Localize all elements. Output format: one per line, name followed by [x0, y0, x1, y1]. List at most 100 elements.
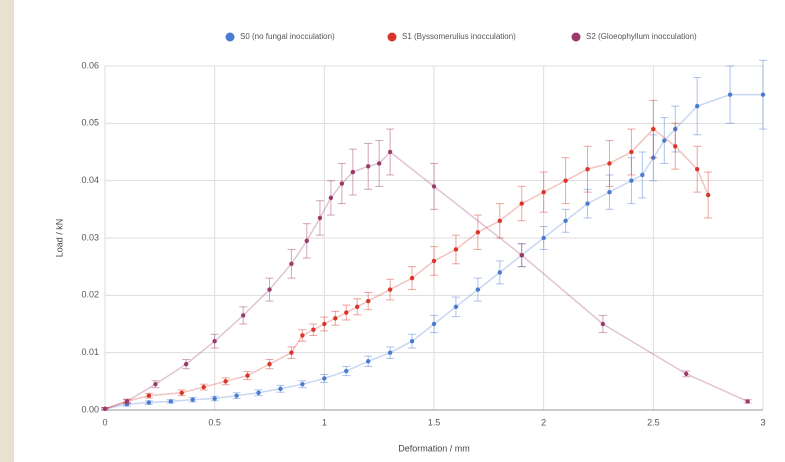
data-point — [153, 382, 157, 386]
data-point — [410, 339, 414, 343]
series-line — [105, 129, 708, 409]
data-point — [541, 236, 545, 240]
data-point — [388, 350, 392, 354]
data-point — [629, 150, 633, 154]
y-tick-label: 0.05 — [81, 118, 99, 128]
data-point — [454, 305, 458, 309]
data-point — [454, 247, 458, 251]
y-tick-label: 0.00 — [81, 404, 99, 414]
data-point — [318, 216, 322, 220]
data-point — [322, 322, 326, 326]
y-tick-label: 0.03 — [81, 232, 99, 242]
data-point — [344, 369, 348, 373]
legend-marker — [388, 33, 397, 42]
series-line — [105, 152, 748, 409]
data-point — [355, 305, 359, 309]
data-point — [377, 161, 381, 165]
x-tick-label: 2.5 — [647, 417, 660, 427]
data-point — [256, 391, 260, 395]
data-point — [585, 201, 589, 205]
data-point — [300, 333, 304, 337]
data-point — [234, 393, 238, 397]
data-point — [673, 144, 677, 148]
data-point — [520, 253, 524, 257]
x-tick-label: 1.5 — [428, 417, 441, 427]
data-point — [498, 219, 502, 223]
y-tick-label: 0.04 — [81, 175, 99, 185]
data-point — [103, 407, 107, 411]
data-point — [169, 399, 173, 403]
y-axis-title: Load / kN — [54, 219, 64, 258]
legend-label: S1 (Byssomerulius inocculation) — [402, 32, 516, 41]
data-point — [585, 167, 589, 171]
data-point — [651, 127, 655, 131]
data-point — [629, 178, 633, 182]
data-point — [761, 92, 765, 96]
data-point — [563, 178, 567, 182]
data-point — [520, 201, 524, 205]
data-point — [432, 322, 436, 326]
data-point — [333, 316, 337, 320]
data-point — [212, 396, 216, 400]
chart: Deformation / mm Load / kN 0.00 0.01 0.02 0… — [0, 0, 785, 462]
data-point — [432, 259, 436, 263]
data-point — [695, 104, 699, 108]
x-tick-label: 3 — [760, 417, 765, 427]
data-point — [245, 373, 249, 377]
data-point — [311, 328, 315, 332]
data-point — [607, 190, 611, 194]
legend-label: S0 (no fungal inocculation) — [240, 32, 335, 41]
data-point — [300, 382, 304, 386]
data-point — [601, 322, 605, 326]
data-point — [366, 359, 370, 363]
data-point — [366, 299, 370, 303]
data-point — [640, 173, 644, 177]
data-point — [706, 193, 710, 197]
side-image-strip — [0, 0, 14, 462]
data-point — [366, 164, 370, 168]
data-point — [289, 262, 293, 266]
data-point — [541, 190, 545, 194]
x-tick-label: 2 — [541, 417, 546, 427]
legend-marker — [226, 33, 235, 42]
data-point — [432, 184, 436, 188]
data-point — [223, 379, 227, 383]
data-point — [202, 385, 206, 389]
data-point — [476, 230, 480, 234]
data-point — [563, 219, 567, 223]
legend-marker — [572, 33, 581, 42]
data-point — [322, 376, 326, 380]
data-point — [351, 170, 355, 174]
data-point — [267, 362, 271, 366]
x-axis-title: Deformation / mm — [398, 443, 470, 453]
data-point — [684, 372, 688, 376]
data-point — [410, 276, 414, 280]
data-point — [267, 287, 271, 291]
data-point — [344, 310, 348, 314]
y-tick-label: 0.01 — [81, 347, 99, 357]
data-point — [180, 391, 184, 395]
data-point — [278, 387, 282, 391]
data-point — [340, 181, 344, 185]
data-point — [241, 313, 245, 317]
data-point — [305, 239, 309, 243]
legend-label: S2 (Gloeophyllum inocculation) — [586, 32, 697, 41]
data-point — [498, 270, 502, 274]
data-point — [191, 397, 195, 401]
data-point — [476, 287, 480, 291]
data-point — [125, 399, 129, 403]
data-point — [388, 150, 392, 154]
data-point — [745, 399, 749, 403]
data-point — [147, 400, 151, 404]
y-tick-label: 0.02 — [81, 290, 99, 300]
data-point — [329, 196, 333, 200]
x-tick-label: 1 — [322, 417, 327, 427]
y-tick-label: 0.06 — [81, 60, 99, 70]
data-point — [147, 393, 151, 397]
data-point — [607, 161, 611, 165]
data-point — [289, 350, 293, 354]
data-point — [184, 362, 188, 366]
data-point — [388, 287, 392, 291]
data-point — [728, 92, 732, 96]
data-point — [212, 339, 216, 343]
